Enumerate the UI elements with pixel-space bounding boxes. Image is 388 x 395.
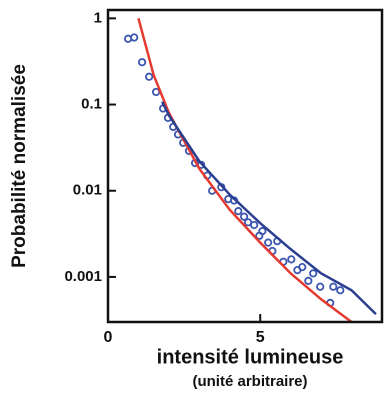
x-tick-label: 5 (256, 329, 265, 346)
data-point (137, 58, 147, 67)
data-point (239, 212, 249, 221)
data-point (145, 72, 154, 81)
y-tick-label: 1 (94, 9, 102, 26)
y-tick-label: 0.1 (81, 96, 102, 113)
data-point (336, 286, 345, 295)
y-tick-label: 0.01 (73, 182, 102, 199)
y-axis-label: Probabilité normalisée (9, 64, 30, 268)
data-point (130, 33, 139, 42)
data-point (309, 269, 318, 278)
data-point (298, 263, 307, 272)
data-point (329, 282, 338, 291)
fit-curve (137, 18, 353, 324)
data-point (316, 282, 325, 291)
data-point (304, 276, 313, 285)
data-point (250, 220, 259, 230)
x-axis-label: intensité lumineuse (157, 346, 344, 368)
data-point (234, 207, 243, 216)
x-axis-note: (unité arbitraire) (192, 373, 307, 390)
x-tick-label: 0 (104, 329, 113, 346)
fit-curve (161, 101, 377, 316)
data-point (258, 227, 267, 236)
data-point (287, 255, 296, 264)
data-point (264, 238, 273, 247)
y-tick-label: 0.001 (64, 268, 102, 285)
plot-frame (106, 8, 384, 324)
